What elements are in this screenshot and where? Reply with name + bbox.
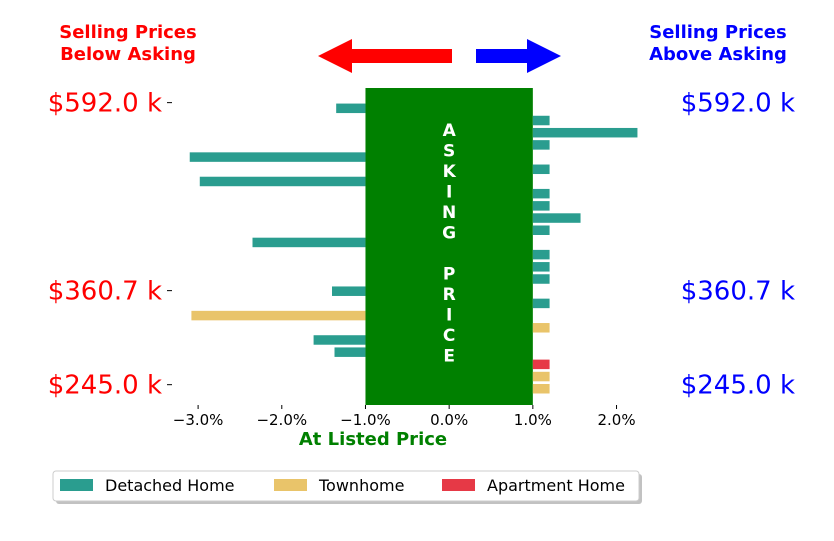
legend-swatch-0 [60,479,93,491]
band-letter: I [446,306,452,326]
y-tick-label-left-0: $592.0 k [48,89,162,119]
bar-11 [252,237,366,248]
legend-swatch-1 [274,479,307,491]
x-tick-label-3: 0.0% [430,411,468,429]
bar-14 [532,274,550,284]
bar-23 [532,383,550,394]
above-asking-label-line1: Selling Prices [649,22,786,43]
asking-price-band [365,88,533,405]
bar-22 [532,371,550,382]
bar-2 [532,127,638,138]
below-asking-label-line2: Below Asking [60,44,196,65]
x-tick-label-4: 1.0% [514,411,552,429]
y-tick-label-right-2: $245.0 k [681,371,795,401]
bar-4 [189,152,366,162]
y-tick-label-right-1: $360.7 k [681,277,795,307]
bar-5 [532,164,550,175]
legend-box [52,470,640,502]
bar-15 [332,286,366,296]
band-letter: G [442,224,456,244]
bar-12 [532,249,550,260]
bar-8 [532,201,550,211]
bar-21 [532,359,550,370]
legend-label-2: Apartment Home [487,476,625,495]
x-tick-label-5: 2.0% [597,411,635,429]
bar-10 [532,225,550,235]
bar-19 [313,335,366,345]
legend-label-0: Detached Home [105,476,235,495]
bar-0 [336,103,366,114]
y-tick-label-left-1: $360.7 k [48,277,162,307]
bar-9 [532,213,581,223]
arrow-left-icon [318,39,452,73]
legend-label-1: Townhome [318,476,404,495]
band-letter: C [443,326,455,346]
above-asking-label-line2: Above Asking [649,44,787,65]
x-axis-label: At Listed Price [299,429,447,450]
y-tick-label-right-0: $592.0 k [681,89,795,119]
bar-1 [532,115,550,126]
x-tick-label-0: −3.0% [173,411,224,429]
band-letter: R [443,285,456,305]
bar-13 [532,262,550,272]
bar-18 [532,323,550,333]
y-tick-label-left-2: $245.0 k [48,371,162,401]
x-tick-label-2: −1.0% [340,411,391,429]
band-letter: P [443,265,455,285]
band-letter: I [446,183,452,203]
bar-17 [191,310,366,321]
bar-3 [532,140,550,150]
bar-16 [532,298,550,309]
band-letter: N [442,203,456,223]
legend-swatch-2 [442,479,475,491]
bar-6 [199,176,366,187]
band-letter: E [443,347,455,367]
bar-7 [532,188,550,199]
band-letter: K [443,162,457,182]
below-asking-label-line1: Selling Prices [59,22,196,43]
x-tick-label-1: −2.0% [256,411,307,429]
band-letter: A [443,121,457,141]
band-letter: S [443,142,455,162]
arrow-right-icon [476,39,561,73]
bar-20 [334,347,366,357]
